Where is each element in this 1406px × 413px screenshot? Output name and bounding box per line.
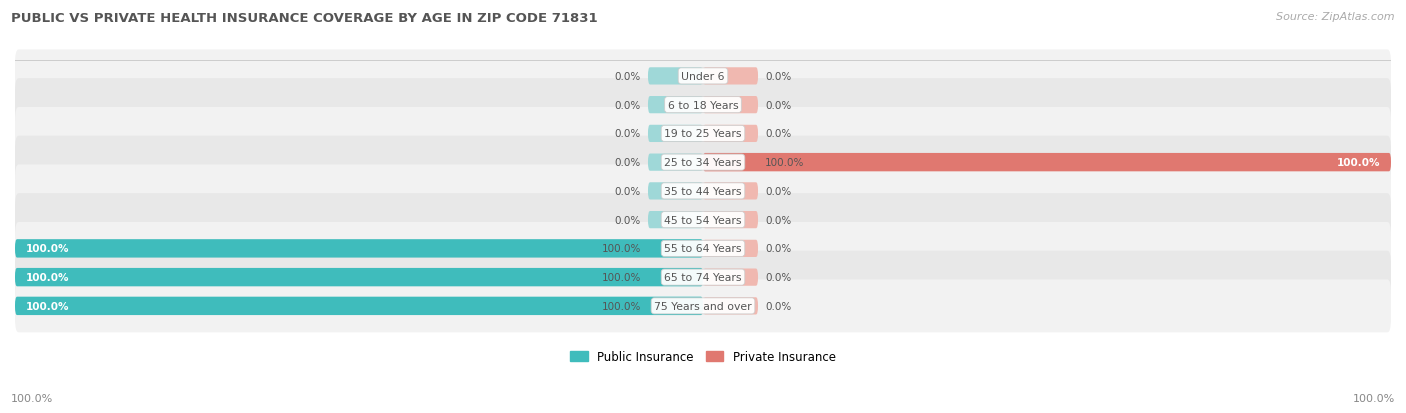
FancyBboxPatch shape — [15, 136, 1391, 189]
Text: Source: ZipAtlas.com: Source: ZipAtlas.com — [1277, 12, 1395, 22]
FancyBboxPatch shape — [703, 154, 1391, 172]
FancyBboxPatch shape — [15, 297, 703, 315]
Text: 0.0%: 0.0% — [765, 301, 792, 311]
Text: 100.0%: 100.0% — [11, 393, 53, 403]
Text: 0.0%: 0.0% — [765, 72, 792, 82]
FancyBboxPatch shape — [703, 97, 758, 114]
Text: 100.0%: 100.0% — [25, 301, 69, 311]
FancyBboxPatch shape — [703, 68, 758, 85]
Text: 0.0%: 0.0% — [765, 215, 792, 225]
Text: 100.0%: 100.0% — [1337, 158, 1381, 168]
Text: 100.0%: 100.0% — [765, 158, 804, 168]
FancyBboxPatch shape — [15, 280, 1391, 332]
Text: 0.0%: 0.0% — [765, 244, 792, 254]
Text: 100.0%: 100.0% — [25, 244, 69, 254]
FancyBboxPatch shape — [703, 211, 758, 229]
FancyBboxPatch shape — [703, 240, 758, 257]
Text: 0.0%: 0.0% — [614, 129, 641, 139]
FancyBboxPatch shape — [648, 183, 703, 200]
Text: 25 to 34 Years: 25 to 34 Years — [664, 158, 742, 168]
FancyBboxPatch shape — [15, 194, 1391, 247]
Text: 65 to 74 Years: 65 to 74 Years — [664, 273, 742, 282]
FancyBboxPatch shape — [648, 68, 703, 85]
Text: 0.0%: 0.0% — [614, 186, 641, 197]
Text: 100.0%: 100.0% — [25, 273, 69, 282]
Text: 0.0%: 0.0% — [614, 72, 641, 82]
FancyBboxPatch shape — [15, 50, 1391, 103]
Text: 100.0%: 100.0% — [1353, 393, 1395, 403]
Text: 100.0%: 100.0% — [602, 273, 641, 282]
Text: 75 Years and over: 75 Years and over — [654, 301, 752, 311]
Text: 0.0%: 0.0% — [765, 186, 792, 197]
FancyBboxPatch shape — [703, 269, 758, 286]
FancyBboxPatch shape — [703, 297, 758, 315]
FancyBboxPatch shape — [648, 154, 703, 171]
Text: 35 to 44 Years: 35 to 44 Years — [664, 186, 742, 197]
FancyBboxPatch shape — [648, 211, 703, 229]
FancyBboxPatch shape — [703, 126, 758, 142]
Text: 0.0%: 0.0% — [614, 215, 641, 225]
FancyBboxPatch shape — [648, 97, 703, 114]
Text: 0.0%: 0.0% — [765, 100, 792, 110]
FancyBboxPatch shape — [15, 79, 1391, 132]
FancyBboxPatch shape — [15, 268, 703, 287]
FancyBboxPatch shape — [15, 251, 1391, 304]
Text: 19 to 25 Years: 19 to 25 Years — [664, 129, 742, 139]
Text: PUBLIC VS PRIVATE HEALTH INSURANCE COVERAGE BY AGE IN ZIP CODE 71831: PUBLIC VS PRIVATE HEALTH INSURANCE COVER… — [11, 12, 598, 25]
Text: 0.0%: 0.0% — [765, 273, 792, 282]
Text: 55 to 64 Years: 55 to 64 Years — [664, 244, 742, 254]
FancyBboxPatch shape — [15, 240, 703, 258]
FancyBboxPatch shape — [15, 222, 1391, 275]
FancyBboxPatch shape — [15, 108, 1391, 160]
FancyBboxPatch shape — [15, 165, 1391, 218]
Text: 0.0%: 0.0% — [765, 129, 792, 139]
Text: 100.0%: 100.0% — [602, 301, 641, 311]
FancyBboxPatch shape — [703, 183, 758, 200]
Text: 45 to 54 Years: 45 to 54 Years — [664, 215, 742, 225]
Text: 0.0%: 0.0% — [614, 100, 641, 110]
Text: 0.0%: 0.0% — [614, 158, 641, 168]
Text: 6 to 18 Years: 6 to 18 Years — [668, 100, 738, 110]
Text: Under 6: Under 6 — [682, 72, 724, 82]
Legend: Public Insurance, Private Insurance: Public Insurance, Private Insurance — [571, 350, 835, 363]
FancyBboxPatch shape — [648, 126, 703, 142]
Text: 100.0%: 100.0% — [602, 244, 641, 254]
